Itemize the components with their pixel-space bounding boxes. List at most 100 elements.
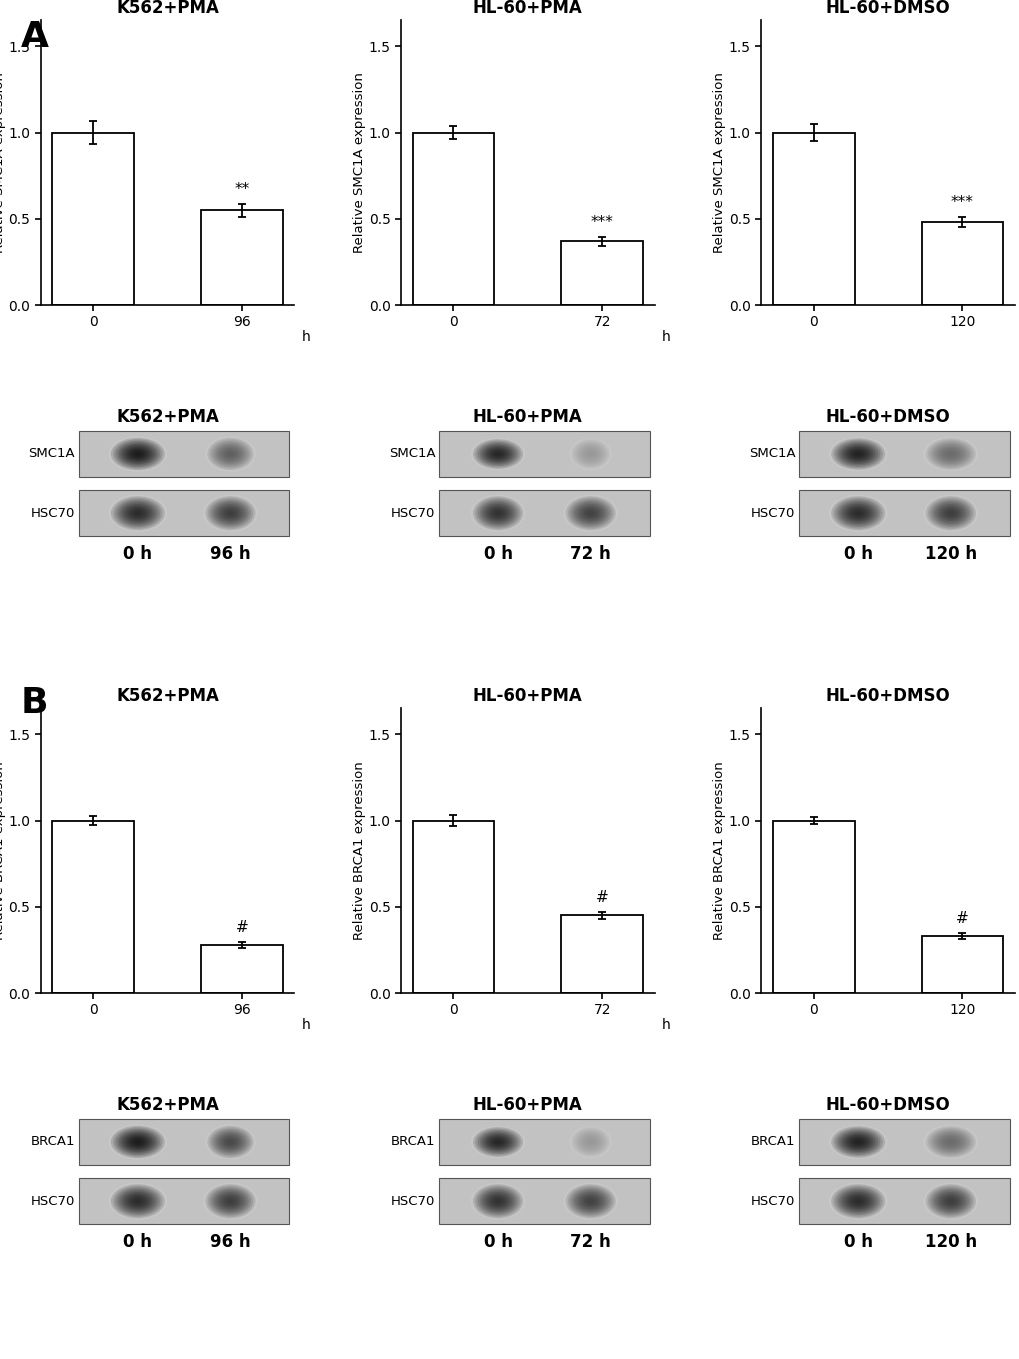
Ellipse shape (927, 1186, 973, 1216)
Bar (52, 821, 135, 993)
Ellipse shape (843, 446, 872, 462)
Ellipse shape (219, 1193, 242, 1210)
Ellipse shape (120, 1132, 155, 1152)
Ellipse shape (220, 1135, 240, 1150)
Ellipse shape (118, 1189, 157, 1214)
Ellipse shape (211, 440, 250, 467)
Ellipse shape (585, 450, 595, 458)
Ellipse shape (108, 1182, 167, 1220)
Ellipse shape (108, 495, 167, 531)
Ellipse shape (484, 1133, 512, 1150)
Bar (78, 1178, 289, 1224)
Ellipse shape (479, 443, 516, 465)
Ellipse shape (225, 510, 234, 516)
Ellipse shape (488, 448, 506, 459)
Ellipse shape (125, 447, 150, 461)
Ellipse shape (946, 510, 955, 516)
Ellipse shape (111, 438, 165, 470)
Text: HL-60+PMA: HL-60+PMA (473, 408, 582, 425)
Y-axis label: Relative BRCA1 expression: Relative BRCA1 expression (712, 761, 726, 940)
Ellipse shape (944, 1196, 957, 1205)
Ellipse shape (836, 1188, 879, 1215)
Ellipse shape (127, 1136, 148, 1148)
Ellipse shape (934, 1190, 966, 1212)
Ellipse shape (136, 1140, 141, 1143)
Bar (78, 431, 289, 477)
Bar (772, 821, 854, 993)
Ellipse shape (828, 436, 887, 472)
Text: 0 h: 0 h (123, 1234, 152, 1252)
Text: SMC1A: SMC1A (29, 447, 75, 461)
Ellipse shape (830, 438, 884, 470)
Ellipse shape (224, 1137, 236, 1147)
Ellipse shape (838, 1131, 877, 1154)
Text: #: # (235, 920, 249, 935)
Ellipse shape (841, 503, 874, 525)
Bar (78, 1118, 289, 1165)
Bar (799, 491, 1009, 537)
Ellipse shape (571, 1127, 609, 1157)
Ellipse shape (477, 1129, 518, 1154)
Ellipse shape (853, 510, 862, 516)
Ellipse shape (223, 1196, 237, 1205)
Ellipse shape (215, 443, 245, 465)
Text: 72 h: 72 h (570, 545, 610, 564)
Ellipse shape (573, 1128, 607, 1155)
Ellipse shape (948, 1140, 952, 1143)
Ellipse shape (588, 1140, 592, 1143)
Ellipse shape (845, 447, 869, 461)
Ellipse shape (833, 497, 881, 529)
Ellipse shape (946, 451, 955, 457)
Bar (799, 1178, 1009, 1224)
Ellipse shape (838, 501, 877, 526)
Ellipse shape (486, 1193, 508, 1210)
Ellipse shape (482, 1190, 514, 1212)
Ellipse shape (217, 1192, 244, 1211)
Ellipse shape (132, 510, 143, 516)
Ellipse shape (830, 496, 884, 530)
Ellipse shape (205, 1124, 256, 1159)
Text: A: A (20, 20, 48, 54)
Ellipse shape (477, 499, 518, 527)
Title: HL-60+PMA: HL-60+PMA (473, 688, 582, 705)
Ellipse shape (205, 436, 256, 472)
Ellipse shape (115, 440, 160, 467)
Ellipse shape (218, 1133, 243, 1151)
Y-axis label: Relative BRCA1 expression: Relative BRCA1 expression (353, 761, 366, 940)
Ellipse shape (843, 504, 872, 522)
Ellipse shape (491, 508, 504, 518)
Ellipse shape (833, 1186, 881, 1216)
Ellipse shape (941, 448, 959, 459)
Ellipse shape (936, 446, 964, 462)
Bar (799, 431, 1009, 477)
Ellipse shape (853, 1139, 862, 1144)
Ellipse shape (568, 497, 612, 529)
Ellipse shape (583, 508, 597, 518)
Bar (560, 241, 643, 304)
Bar (201, 945, 282, 993)
Ellipse shape (934, 444, 966, 463)
Ellipse shape (570, 499, 610, 527)
Y-axis label: Relative SMC1A expression: Relative SMC1A expression (0, 72, 5, 253)
Ellipse shape (132, 1199, 143, 1204)
Ellipse shape (215, 1132, 245, 1152)
Ellipse shape (470, 438, 525, 470)
Ellipse shape (113, 439, 162, 469)
Ellipse shape (581, 447, 599, 461)
Ellipse shape (929, 442, 970, 467)
Ellipse shape (581, 1195, 599, 1207)
Ellipse shape (583, 448, 597, 459)
Text: HSC70: HSC70 (31, 1195, 75, 1208)
Ellipse shape (130, 1196, 145, 1205)
Ellipse shape (473, 496, 523, 530)
Ellipse shape (479, 1131, 516, 1152)
Ellipse shape (220, 447, 240, 461)
Ellipse shape (925, 496, 975, 530)
Ellipse shape (588, 511, 592, 515)
Bar (438, 491, 649, 537)
Text: 96 h: 96 h (210, 1234, 251, 1252)
Ellipse shape (836, 1129, 879, 1155)
Text: BRCA1: BRCA1 (750, 1136, 795, 1148)
Ellipse shape (841, 1190, 874, 1212)
Ellipse shape (488, 1195, 506, 1207)
